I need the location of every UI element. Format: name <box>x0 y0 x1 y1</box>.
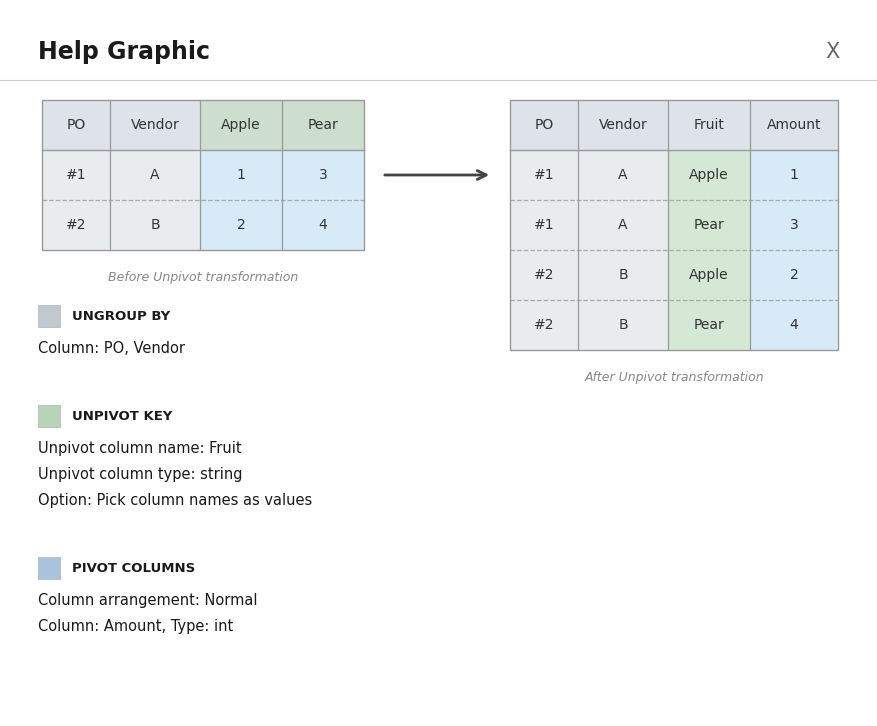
Bar <box>749 200 837 250</box>
Text: Help Graphic: Help Graphic <box>38 40 210 64</box>
Bar <box>667 250 749 300</box>
Text: PO: PO <box>534 118 553 132</box>
Text: 1: 1 <box>788 168 797 182</box>
Bar <box>282 150 364 200</box>
Text: A: A <box>617 168 627 182</box>
Bar <box>510 300 577 350</box>
Text: Before Unpivot transformation: Before Unpivot transformation <box>108 272 298 285</box>
Text: 4: 4 <box>788 318 797 332</box>
Text: X: X <box>824 42 839 62</box>
Bar <box>200 150 282 200</box>
Bar <box>110 150 200 200</box>
Text: Unpivot column type: string: Unpivot column type: string <box>38 467 242 482</box>
Text: 2: 2 <box>237 218 245 232</box>
Text: #1: #1 <box>533 218 553 232</box>
Text: Column: Amount, Type: int: Column: Amount, Type: int <box>38 619 233 634</box>
Text: #1: #1 <box>66 168 86 182</box>
Bar <box>577 150 667 200</box>
Text: #2: #2 <box>66 218 86 232</box>
Text: 3: 3 <box>788 218 797 232</box>
Bar <box>577 100 667 150</box>
Text: A: A <box>617 218 627 232</box>
Text: Option: Pick column names as values: Option: Pick column names as values <box>38 493 312 508</box>
Text: 3: 3 <box>318 168 327 182</box>
Bar <box>200 200 282 250</box>
Text: Unpivot column name: Fruit: Unpivot column name: Fruit <box>38 441 241 456</box>
Bar <box>577 300 667 350</box>
Bar <box>38 305 60 327</box>
Bar <box>510 100 577 150</box>
Text: Pear: Pear <box>693 218 724 232</box>
Text: Apple: Apple <box>688 268 728 282</box>
Bar <box>42 100 110 150</box>
Text: B: B <box>617 268 627 282</box>
Text: After Unpivot transformation: After Unpivot transformation <box>583 372 763 385</box>
Text: #2: #2 <box>533 268 553 282</box>
Text: 1: 1 <box>236 168 246 182</box>
Bar <box>510 200 577 250</box>
Bar <box>749 250 837 300</box>
Text: B: B <box>150 218 160 232</box>
Bar <box>282 200 364 250</box>
Text: #1: #1 <box>533 168 553 182</box>
Bar <box>38 557 60 579</box>
Bar <box>667 100 749 150</box>
Text: PO: PO <box>67 118 86 132</box>
Bar <box>42 200 110 250</box>
Text: Fruit: Fruit <box>693 118 724 132</box>
Bar <box>510 150 577 200</box>
Text: UNGROUP BY: UNGROUP BY <box>72 309 170 322</box>
Bar <box>667 300 749 350</box>
Text: PIVOT COLUMNS: PIVOT COLUMNS <box>72 561 195 574</box>
Text: Pear: Pear <box>693 318 724 332</box>
Bar <box>282 100 364 150</box>
Text: Apple: Apple <box>688 168 728 182</box>
Bar <box>749 150 837 200</box>
Bar <box>42 150 110 200</box>
Bar <box>577 250 667 300</box>
Bar <box>749 300 837 350</box>
Bar <box>577 200 667 250</box>
Bar <box>200 100 282 150</box>
Text: Amount: Amount <box>766 118 820 132</box>
Bar <box>38 405 60 427</box>
Text: 2: 2 <box>788 268 797 282</box>
Bar <box>667 150 749 200</box>
Text: Vendor: Vendor <box>131 118 179 132</box>
Text: A: A <box>150 168 160 182</box>
Text: Column: PO, Vendor: Column: PO, Vendor <box>38 341 185 356</box>
Bar <box>110 200 200 250</box>
Text: #2: #2 <box>533 318 553 332</box>
Text: B: B <box>617 318 627 332</box>
Bar <box>42 100 364 250</box>
Text: Apple: Apple <box>221 118 260 132</box>
Text: Column arrangement: Normal: Column arrangement: Normal <box>38 593 257 608</box>
Bar <box>110 100 200 150</box>
Text: UNPIVOT KEY: UNPIVOT KEY <box>72 409 172 423</box>
Bar <box>510 100 837 350</box>
Bar <box>510 250 577 300</box>
Bar <box>667 200 749 250</box>
Bar <box>749 100 837 150</box>
Text: Pear: Pear <box>307 118 338 132</box>
Text: 4: 4 <box>318 218 327 232</box>
Text: Vendor: Vendor <box>598 118 646 132</box>
